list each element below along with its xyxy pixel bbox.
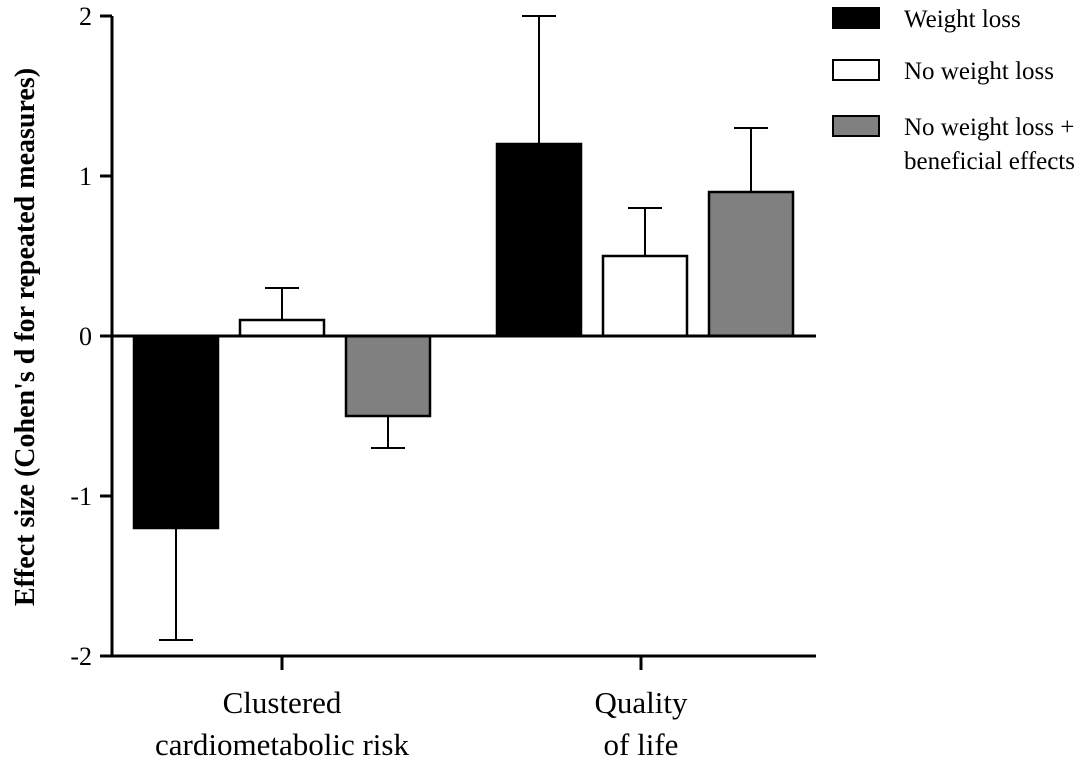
legend-label: beneficial effects [904,148,1075,175]
y-tick-label: -2 [70,642,92,671]
bar [344,334,432,418]
y-tick-label: 2 [79,2,92,31]
bar [132,334,220,530]
bar [495,142,583,338]
y-tick-label: -1 [70,482,92,511]
x-tick-label: Clustered [223,685,342,720]
bar [601,254,689,338]
y-tick-label: 0 [79,322,92,351]
x-tick-label: cardiometabolic risk [155,727,409,760]
bar [238,318,326,338]
legend-swatch [832,59,880,81]
legend-label: Weight loss [904,6,1021,33]
y-tick-label: 1 [79,162,92,191]
legend-swatch [832,7,880,29]
legend-swatch [832,115,880,137]
y-axis-title: Effect size (Cohen's d for repeated meas… [10,68,41,606]
bar [707,190,795,338]
x-tick-label: Quality [595,685,688,720]
legend-label: No weight loss [904,58,1054,85]
x-tick-label: of life [604,727,679,760]
legend-label: No weight loss + [904,114,1074,141]
